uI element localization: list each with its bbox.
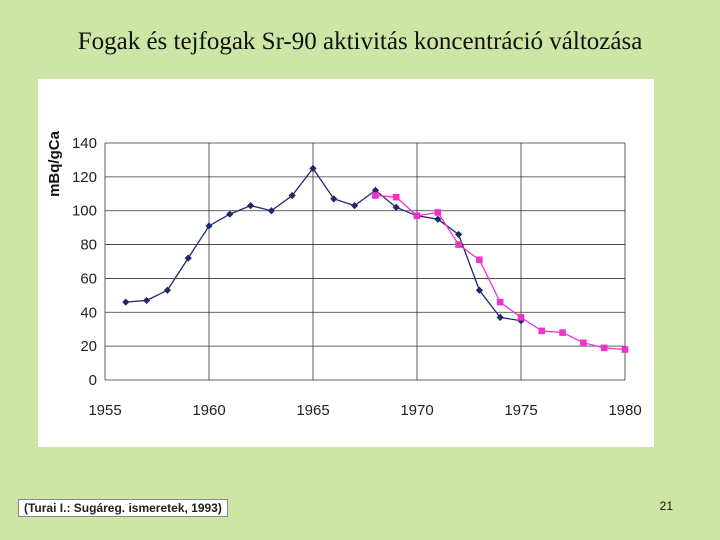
series-1-point [226, 210, 234, 218]
series-2-line [375, 194, 626, 351]
series-2-point [455, 241, 462, 248]
series-1-point [205, 222, 213, 230]
y-tick-label: 20 [80, 338, 97, 355]
y-tick-label: 100 [72, 203, 97, 220]
series-2-point [517, 314, 525, 321]
chart-panel: 0 20 40 60 80 100 120 140 1955 1960 1965 1970 1975 19… [38, 79, 654, 447]
series-1-point [371, 186, 379, 194]
series-1-point [122, 298, 130, 306]
series-1-point [247, 202, 255, 210]
series-1-point [309, 164, 317, 172]
series-2-point [559, 329, 566, 336]
series-2-point [538, 327, 546, 335]
series-2-point [621, 346, 629, 353]
series-1-point [434, 215, 442, 223]
series-1-point [288, 191, 296, 200]
series-2-point [413, 212, 421, 220]
series-1-point [392, 203, 400, 211]
y-tick-label: 80 [80, 237, 97, 254]
x-tick-label: 1970 [400, 402, 433, 419]
series-2-point [392, 193, 400, 201]
series-1-point [330, 195, 338, 203]
series-1-point [163, 286, 171, 294]
page-number: 21 [659, 499, 673, 513]
series-2-point [434, 209, 442, 216]
x-tick-label: 1980 [608, 402, 641, 419]
series-1-point [455, 230, 463, 239]
y-tick-label: 120 [72, 169, 97, 186]
series-2-point [580, 339, 587, 347]
x-tick-label: 1960 [192, 402, 225, 419]
series-1-point [184, 254, 192, 262]
y-tick-label: 0 [89, 372, 97, 389]
source-citation: (Turai I.: Sugáreg. ismeretek, 1993) [18, 499, 228, 517]
slide-title: Fogak és tejfogak Sr-90 aktivitás koncen… [77, 28, 643, 55]
series-1-line [125, 167, 522, 322]
y-tick-label: 140 [72, 135, 97, 152]
series-2-point [476, 256, 483, 264]
y-axis-label: mBq/gCa [46, 131, 63, 197]
series-1-point [351, 202, 359, 210]
chart: 0 20 40 60 80 100 120 140 1955 1960 1965 1970 1975 19… [72, 135, 642, 419]
series-1-point [475, 286, 483, 294]
y-tick-label: 60 [80, 270, 97, 287]
series-2-point [600, 344, 608, 352]
y-tick-label: 40 [80, 304, 97, 321]
series-2-point [372, 192, 379, 199]
series-2-point [496, 298, 504, 306]
series-1-point [143, 296, 151, 305]
x-tick-label: 1975 [504, 402, 537, 419]
x-tick-label: 1965 [296, 402, 329, 419]
x-tick-label: 1955 [88, 402, 121, 419]
